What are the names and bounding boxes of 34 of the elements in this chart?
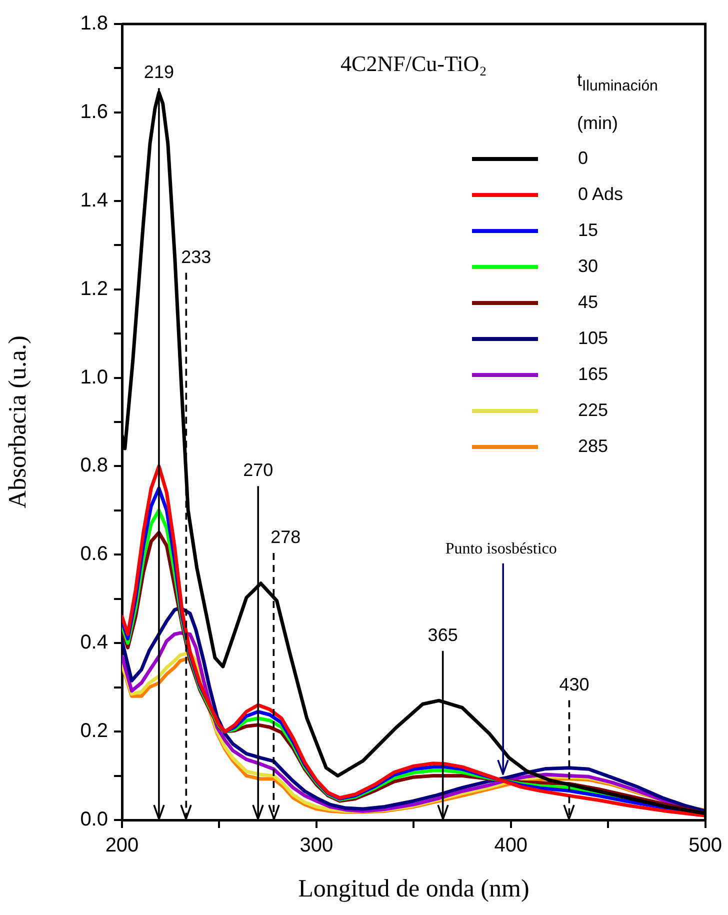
x-tick-label: 300 [300,834,334,857]
x-tick-label: 200 [105,834,139,857]
ref-line-label: 430 [559,674,590,694]
ref-line-label: 219 [144,62,174,82]
y-axis-title: Absorbacia (u.a.) [4,336,32,508]
y-tick-label: 1.4 [80,189,108,212]
legend-label: 15 [578,220,598,242]
y-tick-label: 0.0 [80,808,108,831]
y-tick-label: 0.6 [80,543,108,566]
ref-line-label: 365 [428,624,458,645]
legend-label: 285 [578,436,608,458]
y-tick-label: 1.0 [80,366,108,388]
y-tick-label: 0.4 [80,632,108,654]
legend-label: 30 [578,256,598,278]
y-tick-label: 0.2 [80,720,108,742]
x-axis-title: Longitud de onda (nm) [298,876,530,903]
x-tick-label: 400 [494,834,528,857]
x-tick-label: 500 [688,834,722,857]
y-tick-label: 1.6 [80,100,108,123]
y-tick-label: 1.2 [80,278,108,300]
legend-label: 0 [578,148,588,170]
legend-label: 0 Ads [578,184,624,206]
text: t$_{Iluminación}$ (min) [577,70,658,133]
legend-label: 105 [578,328,608,350]
legend-label: 165 [578,364,608,386]
ref-line-label: Punto isosbéstico [445,540,557,558]
y-tick-label: 1.8 [80,12,108,35]
y-tick-label: 0.8 [80,454,108,477]
ref-line-label: 278 [270,526,301,547]
legend-label: 225 [578,400,608,422]
ref-line-label: 233 [181,246,212,267]
ref-line-label: 270 [243,460,274,480]
legend-label: 45 [578,292,598,314]
text: 4C2NF/Cu-TiO₂ [340,50,487,76]
